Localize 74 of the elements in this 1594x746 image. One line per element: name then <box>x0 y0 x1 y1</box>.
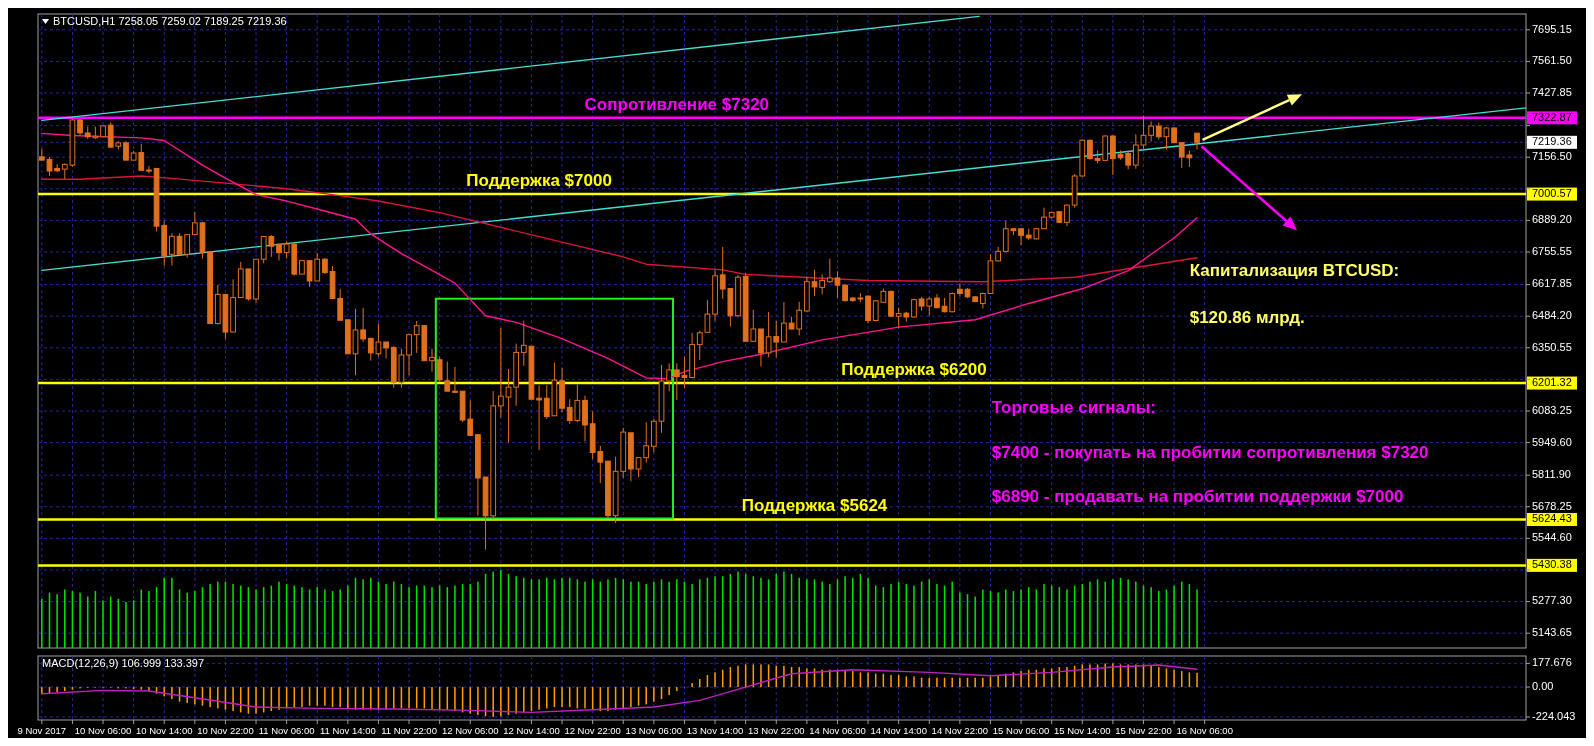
ref-line-label: 6201.32 <box>1532 375 1572 388</box>
candlestick <box>1018 227 1024 246</box>
y-tick-label: 7561.50 <box>1532 54 1572 67</box>
x-tick-label: 15 Nov 06:00 <box>992 725 1050 736</box>
candlestick <box>536 384 542 451</box>
ref-line-label: 7322.87 <box>1532 110 1572 123</box>
y-tick-label: 5143.65 <box>1532 626 1572 639</box>
candlestick <box>1087 138 1093 161</box>
annotation: $6890 - продавать на пробитии поддержки $7000 <box>991 487 1404 507</box>
annotation: Торговые сигналы: <box>991 398 1156 418</box>
y-tick-label: 6755.55 <box>1532 244 1572 257</box>
x-tick-label: 13 Nov 06:00 <box>625 725 683 736</box>
y-tick-label: 177.676 <box>1532 656 1572 669</box>
y-tick-label: 0.00 <box>1532 679 1554 692</box>
ref-line-label: 5430.38 <box>1532 558 1572 571</box>
x-tick-label: 14 Nov 14:00 <box>870 725 927 736</box>
candlestick <box>957 282 963 297</box>
x-tick-label: 15 Nov 14:00 <box>1054 725 1111 736</box>
x-tick-label: 10 Nov 22:00 <box>197 725 254 736</box>
candlestick <box>758 328 764 368</box>
x-tick-label: 14 Nov 22:00 <box>931 725 989 736</box>
x-tick-label: 12 Nov 14:00 <box>503 725 560 736</box>
chart-title: MACD(12,26,9) 106.999 133.397 <box>42 657 205 669</box>
x-tick-label: 11 Nov 14:00 <box>319 725 376 736</box>
y-tick-label: 7695.15 <box>1532 22 1572 35</box>
y-tick-label: 6889.20 <box>1532 213 1572 226</box>
y-tick-label: 6083.25 <box>1532 403 1572 416</box>
candlestick <box>452 366 458 394</box>
y-tick-label: 7427.85 <box>1532 85 1572 98</box>
y-tick-label: 6484.20 <box>1532 309 1572 322</box>
candlestick <box>123 140 129 161</box>
candlestick <box>1064 204 1070 227</box>
y-tick-label: 6617.85 <box>1532 277 1572 290</box>
y-tick-label: 5678.25 <box>1532 499 1572 512</box>
candlestick <box>406 334 412 376</box>
x-tick-label: 11 Nov 06:00 <box>258 725 315 736</box>
x-tick-label: 15 Nov 22:00 <box>1115 725 1172 736</box>
x-tick-label: 9 Nov 2017 <box>17 725 67 736</box>
y-tick-label: -224.043 <box>1532 709 1576 722</box>
x-tick-label: 10 Nov 06:00 <box>74 725 132 736</box>
x-tick-label: 11 Nov 22:00 <box>381 725 437 736</box>
y-tick-label: 5949.60 <box>1532 435 1572 448</box>
x-tick-label: 10 Nov 14:00 <box>135 725 193 736</box>
x-tick-label: 14 Nov 06:00 <box>809 725 866 736</box>
candlestick <box>54 163 60 173</box>
x-tick-label: 13 Nov 22:00 <box>748 725 805 736</box>
annotation: Поддержка $5624 <box>741 496 888 516</box>
y-tick-label: 7156.50 <box>1532 150 1572 163</box>
candlestick <box>169 232 175 267</box>
x-tick-label: 13 Nov 14:00 <box>686 725 744 736</box>
ref-line-label: 5624.43 <box>1532 512 1572 525</box>
x-tick-label: 16 Nov 06:00 <box>1176 725 1233 736</box>
annotation: Сопротивление $7320 <box>584 94 770 114</box>
y-tick-label: 5811.90 <box>1532 468 1571 481</box>
candlestick <box>429 348 435 373</box>
candlestick <box>383 341 389 359</box>
candlestick <box>1110 134 1116 176</box>
y-tick-label: 7219.36 <box>1532 135 1572 148</box>
chart-title: BTCUSD,H1 7258.05 7259.02 7189.25 7219.36 <box>53 15 287 27</box>
annotation: Поддержка $7000 <box>466 171 612 191</box>
annotation: $120.86 млрд. <box>1189 308 1305 328</box>
candlestick <box>146 165 152 174</box>
x-tick-label: 12 Nov 22:00 <box>564 725 621 736</box>
y-tick-label: 5277.30 <box>1532 594 1572 607</box>
annotation: Капитализация BTCUSD: <box>1189 261 1400 281</box>
annotation: Поддержка $6200 <box>841 360 987 380</box>
x-tick-label: 12 Nov 06:00 <box>441 725 499 736</box>
candlestick <box>436 356 443 382</box>
y-tick-label: 6350.55 <box>1532 340 1572 353</box>
annotation: $7400 - покупать на пробитии сопротивления $7320 <box>991 442 1429 462</box>
candlestick <box>781 301 787 343</box>
candlestick <box>444 361 451 392</box>
y-tick-label: 5544.60 <box>1532 531 1572 544</box>
ref-line-label: 7000.57 <box>1532 186 1572 199</box>
